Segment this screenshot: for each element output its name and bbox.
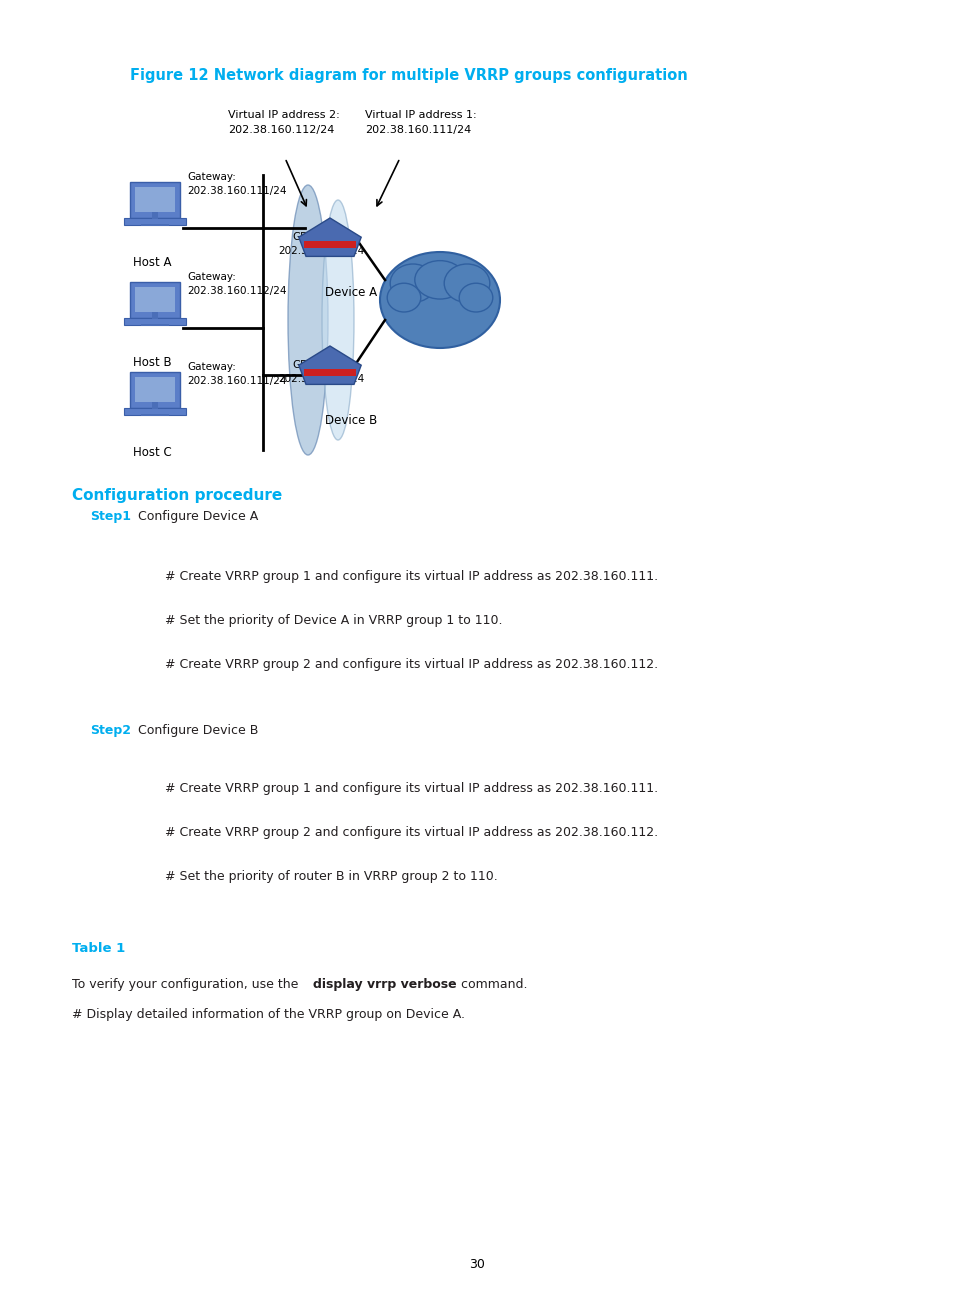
Ellipse shape (379, 252, 499, 348)
Polygon shape (298, 345, 361, 384)
Text: 202.38.160.111/24: 202.38.160.111/24 (187, 186, 286, 195)
Text: command.: command. (456, 978, 527, 991)
FancyBboxPatch shape (134, 188, 175, 212)
FancyBboxPatch shape (124, 217, 186, 225)
Polygon shape (298, 217, 361, 256)
Text: 202.38.160.112/24: 202.38.160.112/24 (228, 126, 334, 135)
Text: # Create VRRP group 1 and configure its virtual IP address as 202.38.160.111.: # Create VRRP group 1 and configure its … (165, 569, 658, 584)
Ellipse shape (390, 264, 436, 303)
Text: Gateway:: Gateway: (187, 172, 235, 182)
Text: Configure Device B: Configure Device B (138, 725, 258, 738)
Text: Device B: Device B (325, 414, 376, 427)
Text: Virtual IP address 2:: Virtual IP address 2: (228, 110, 339, 120)
FancyBboxPatch shape (152, 212, 158, 219)
Text: 202.38.160.111/24: 202.38.160.111/24 (187, 377, 286, 386)
Ellipse shape (387, 283, 420, 312)
Ellipse shape (458, 283, 493, 312)
Text: # Set the priority of Device A in VRRP group 1 to 110.: # Set the priority of Device A in VRRP g… (165, 613, 502, 628)
Text: display vrrp verbose: display vrrp verbose (313, 978, 456, 991)
Text: # Display detailed information of the VRRP group on Device A.: # Display detailed information of the VR… (71, 1008, 464, 1021)
Text: # Set the priority of router B in VRRP group 2 to 110.: # Set the priority of router B in VRRP g… (165, 870, 497, 883)
Text: Step2: Step2 (90, 725, 131, 738)
Ellipse shape (444, 264, 489, 303)
Polygon shape (303, 241, 356, 248)
Text: Internet: Internet (408, 290, 468, 303)
Text: 30: 30 (469, 1258, 484, 1271)
FancyBboxPatch shape (141, 224, 169, 226)
Text: GE0/1: GE0/1 (292, 232, 323, 242)
FancyBboxPatch shape (124, 408, 186, 415)
Text: To verify your configuration, use the: To verify your configuration, use the (71, 978, 302, 991)
Polygon shape (303, 369, 356, 377)
Text: 202.38.160.112/24: 202.38.160.112/24 (187, 286, 286, 296)
Text: Figure 12 Network diagram for multiple VRRP groups configuration: Figure 12 Network diagram for multiple V… (130, 69, 687, 83)
Text: Virtual IP address 1:: Virtual IP address 1: (365, 110, 476, 120)
FancyBboxPatch shape (152, 312, 158, 318)
Text: GE0/1: GE0/1 (292, 360, 323, 370)
Text: # Create VRRP group 1 and configure its virtual IP address as 202.38.160.111.: # Create VRRP group 1 and configure its … (165, 782, 658, 795)
Text: Table 1: Table 1 (71, 942, 125, 955)
FancyBboxPatch shape (124, 317, 186, 325)
FancyBboxPatch shape (134, 377, 175, 402)
Text: Host C: Host C (132, 446, 172, 459)
FancyBboxPatch shape (130, 282, 180, 318)
Text: 202.38.160.2/24: 202.38.160.2/24 (277, 374, 364, 384)
Text: 202.38.160.111/24: 202.38.160.111/24 (365, 126, 471, 135)
Text: 202.38.160.1/24: 202.38.160.1/24 (277, 246, 364, 256)
Text: # Create VRRP group 2 and configure its virtual IP address as 202.38.160.112.: # Create VRRP group 2 and configure its … (165, 659, 658, 672)
Text: Device A: Device A (325, 286, 376, 299)
Ellipse shape (288, 185, 328, 455)
FancyBboxPatch shape (141, 324, 169, 326)
FancyBboxPatch shape (130, 371, 180, 409)
Text: Configuration procedure: Configuration procedure (71, 488, 282, 503)
Text: # Create VRRP group 2 and configure its virtual IP address as 202.38.160.112.: # Create VRRP group 2 and configure its … (165, 826, 658, 839)
Text: Host B: Host B (132, 356, 172, 369)
Text: Gateway:: Gateway: (187, 362, 235, 371)
FancyBboxPatch shape (130, 182, 180, 219)
FancyBboxPatch shape (134, 287, 175, 312)
FancyBboxPatch shape (152, 402, 158, 409)
Text: Gateway:: Gateway: (187, 272, 235, 282)
Text: Step1: Step1 (90, 510, 131, 523)
Text: Configure Device A: Configure Device A (138, 510, 258, 523)
Ellipse shape (415, 260, 465, 299)
Text: Host A: Host A (132, 256, 172, 269)
Ellipse shape (322, 201, 354, 440)
FancyBboxPatch shape (141, 414, 169, 417)
